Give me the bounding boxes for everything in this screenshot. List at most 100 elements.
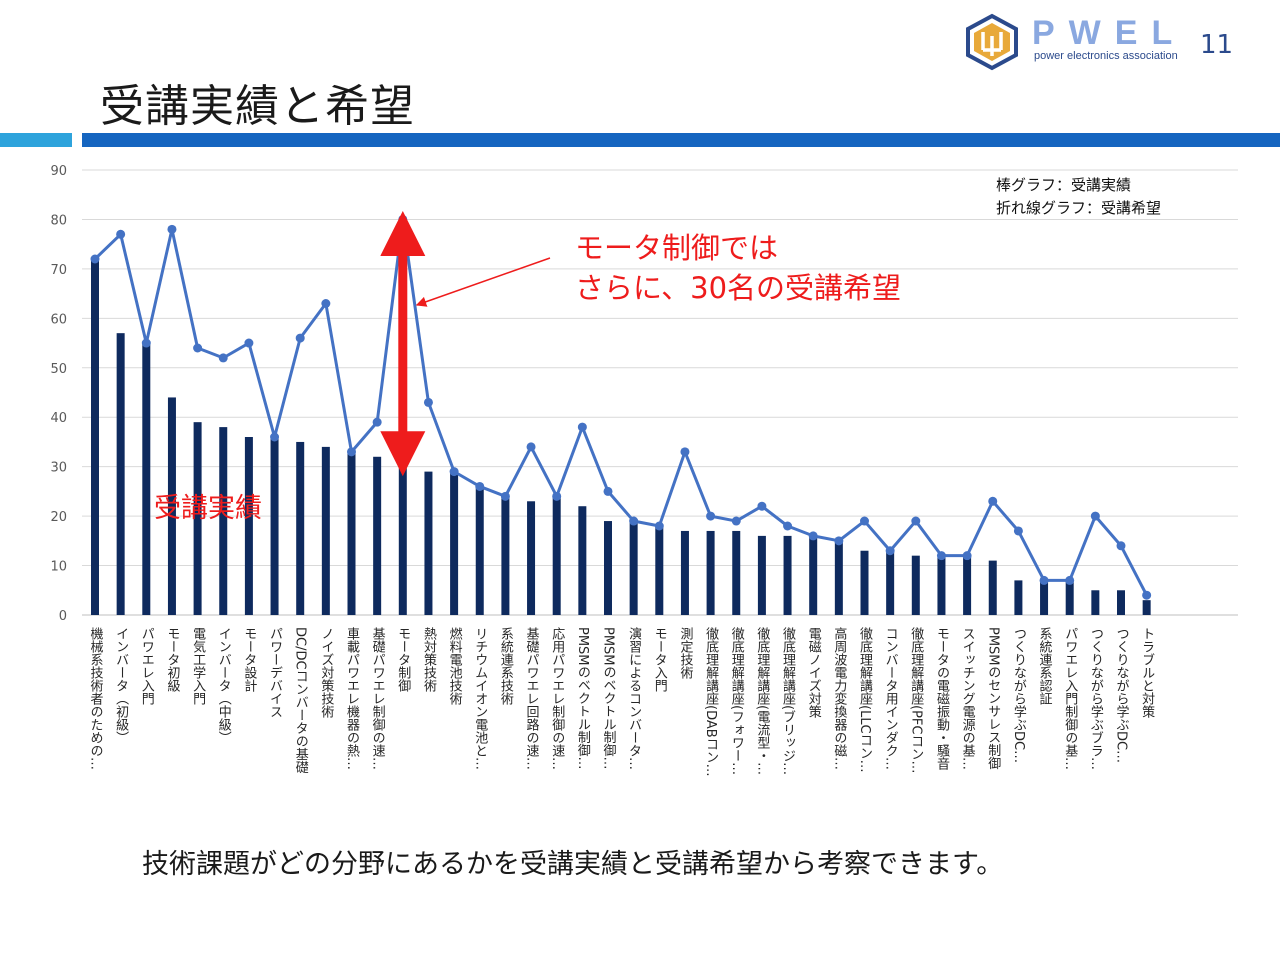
x-tick-label: 応用パワエレ制御の速…	[549, 627, 565, 770]
bar	[270, 437, 279, 615]
line-point	[757, 501, 767, 511]
line-point	[936, 551, 946, 561]
x-tick-label: つくりながら学ぶDC…	[1114, 627, 1130, 763]
bar	[398, 461, 407, 615]
bar	[834, 540, 843, 615]
x-tick-label: モータの電磁振動・騒音	[934, 627, 950, 770]
x-tick-label: 電磁ノイズ対策	[806, 627, 822, 718]
line-point	[1142, 590, 1152, 600]
x-tick-label: リチウムイオン電池と…	[472, 627, 488, 770]
header-accent-left	[0, 133, 72, 147]
legend-bar: 棒グラフ：受講実績	[996, 176, 1132, 194]
x-tick-label: インバータ（中級）	[216, 627, 232, 744]
line-point	[90, 254, 100, 264]
line-point	[526, 442, 536, 452]
bar	[552, 496, 561, 615]
line-series	[90, 214, 1152, 600]
line-point	[244, 338, 254, 348]
line-point	[654, 521, 664, 531]
line-point	[449, 467, 459, 477]
x-tick-label: モータ設計	[241, 627, 257, 692]
x-tick-label: 高周波電力変換器の磁…	[831, 626, 847, 770]
line-point	[962, 551, 972, 561]
x-tick-label: PMSMのベクトル制御…	[575, 627, 591, 770]
bar	[475, 486, 484, 615]
x-tick-label: スイッチング電源の基…	[960, 627, 976, 770]
y-tick-label: 90	[50, 164, 67, 179]
line-point	[295, 333, 305, 343]
x-tick-label: 徹底理解講座(PFCコン…	[908, 627, 924, 773]
y-tick-label: 30	[50, 461, 67, 476]
x-tick-label: パワエレ入門	[139, 627, 155, 706]
x-tick-label: つくりながら学ぶブラ…	[1088, 627, 1104, 770]
x-tick-label: モータ初級	[164, 627, 180, 692]
x-tick-label: 熱対策技術	[421, 627, 437, 693]
line-point	[398, 214, 408, 224]
line-point	[193, 343, 203, 353]
x-tick-label: 徹底理解講座(LLCコン…	[857, 627, 873, 773]
bar	[604, 521, 612, 615]
line-point	[552, 491, 562, 501]
line-point	[141, 338, 151, 348]
bar	[501, 496, 510, 615]
line-point	[860, 516, 869, 526]
x-tick-label: パワーデバイス	[267, 627, 283, 718]
line-point	[1013, 526, 1023, 536]
logo-subtext: power electronics association	[1034, 50, 1178, 62]
line-point	[783, 521, 793, 531]
x-tick-label: 燃料電池技術	[447, 626, 463, 706]
x-tick-label: DC/DCコンバータの基礎	[293, 627, 309, 775]
bar	[655, 526, 664, 615]
line-point	[808, 531, 818, 541]
bar	[706, 530, 715, 615]
x-tick-label: ノイズ対策技術	[318, 627, 334, 719]
bar	[244, 437, 253, 615]
line-point	[1039, 575, 1049, 585]
bar	[1040, 580, 1049, 615]
x-tick-label: 基礎パワエレ制御の速…	[370, 627, 386, 770]
line-point	[911, 516, 921, 526]
bar	[937, 555, 946, 615]
legend-line: 折れ線グラフ：受講希望	[996, 199, 1162, 217]
bar	[424, 471, 433, 615]
callout-line-1: モータ制御では	[575, 231, 779, 265]
line-point	[603, 486, 613, 496]
line-point	[372, 417, 382, 427]
y-tick-label: 0	[59, 609, 67, 624]
line-point	[270, 432, 280, 442]
line-point	[1116, 541, 1126, 551]
line-point	[347, 447, 356, 457]
y-axis-ticks: 0 10 20 30 40 50 60 70 80 90	[50, 164, 67, 624]
x-tick-label: 演習によるコンバータ…	[626, 626, 642, 770]
bar	[732, 530, 741, 615]
bar	[142, 343, 151, 615]
x-tick-label: 系統連系認証	[1037, 627, 1053, 705]
legend: 棒グラフ：受講実績 折れ線グラフ：受講希望	[996, 174, 1161, 220]
bar	[527, 501, 536, 615]
bar	[911, 555, 920, 615]
line-point	[475, 481, 485, 491]
y-tick-label: 10	[50, 560, 67, 575]
course-chart: 0 10 20 30 40 50 60 70 80 90 機械系技術者のための… インバータ（初級）…	[50, 164, 1238, 777]
bar	[1065, 580, 1074, 615]
x-tick-label: モータ制御	[395, 627, 411, 692]
bar	[578, 506, 587, 615]
line-point	[321, 299, 331, 308]
line-point	[629, 516, 639, 526]
bar	[1091, 590, 1100, 615]
y-tick-label: 80	[50, 213, 67, 228]
line-point	[1065, 575, 1075, 585]
x-tick-label: 機械系技術者のための…	[88, 627, 104, 770]
callout-pointer	[415, 257, 551, 307]
x-axis-labels: 機械系技術者のための… インバータ（初級） パワエレ入門 モータ初級 電気工学入門 インバ…	[88, 626, 1155, 776]
line-point	[706, 511, 716, 521]
y-tick-label: 70	[50, 263, 67, 278]
line-point	[1090, 511, 1100, 521]
x-tick-label: 車載パワエレ機器の熱…	[344, 627, 360, 770]
line-point	[731, 516, 741, 526]
line-point	[988, 496, 998, 506]
x-tick-label: 徹底理解講座(フォワー…	[729, 627, 745, 775]
bar	[193, 422, 202, 615]
x-tick-label: PMSMのベクトル制御…	[601, 627, 617, 770]
x-tick-label: インバータ（初級）	[113, 627, 128, 744]
